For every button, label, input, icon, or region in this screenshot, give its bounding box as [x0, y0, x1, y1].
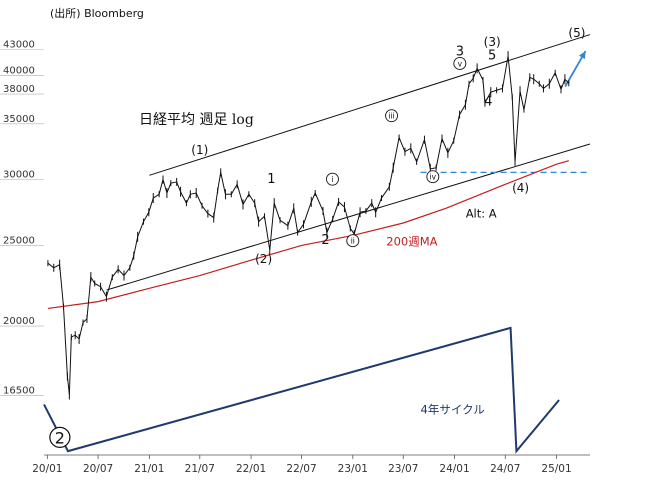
x-tick-label-24/07: 24/07	[490, 463, 520, 475]
cycle-start-label: 2	[55, 428, 65, 447]
y-tick-label-20000: 20000	[3, 316, 35, 327]
price-series	[47, 51, 570, 400]
wave-labels: (1) 1 i 2 ii (2) iii iv 3v (3)5 4 (4) (5) Alt: A 200週M…	[49, 26, 585, 448]
wave-label-7: iv	[430, 173, 437, 182]
wave-label-4: ii	[351, 237, 355, 246]
x-tick-label-21/01: 21/01	[134, 463, 164, 475]
wave-label-8: 3	[456, 44, 464, 59]
x-tick-label-20/01: 20/01	[32, 463, 62, 475]
y-tick-label-43000: 43000	[3, 39, 35, 50]
x-tick-label-21/07: 21/07	[185, 463, 215, 475]
x-tick-label-22/01: 22/01	[236, 463, 266, 475]
x-tick-label-23/07: 23/07	[388, 463, 418, 475]
trend-channel	[106, 34, 591, 291]
wave-label-2: i	[331, 175, 333, 184]
projection-arrow-head	[578, 51, 586, 60]
annotation-0: Alt: A	[466, 207, 497, 221]
wave-label-3: 2	[321, 233, 329, 248]
y-tick-label-38000: 38000	[3, 84, 35, 95]
y-tick-label-35000: 35000	[3, 114, 35, 125]
channel-upper-line	[149, 34, 591, 176]
wave-label-0: (1)	[191, 143, 208, 157]
four-year-cycle	[43, 326, 560, 454]
wave-label-10: (3)	[484, 35, 501, 49]
cycle-line	[43, 326, 560, 454]
wave-label-7-circle	[426, 170, 440, 184]
ma-200w-line	[47, 160, 569, 310]
chart-title: 日経平均 週足 log	[139, 112, 254, 128]
wave-label-4-circle	[346, 234, 360, 248]
wave-label-12: 4	[484, 95, 492, 110]
y-tick-label-40000: 40000	[3, 66, 35, 77]
y-tick-label-25000: 25000	[3, 235, 35, 246]
wave-label-6-circle	[385, 109, 399, 123]
y-tick-labels: 43000 40000 38000 35000 30000 25000 20000 16500	[3, 39, 35, 396]
x-tick-label-24/01: 24/01	[439, 463, 469, 475]
x-tick-label-20/07: 20/07	[83, 463, 113, 475]
axes	[44, 454, 590, 459]
y-tick-label-30000: 30000	[3, 170, 35, 181]
y-grid	[0, 49, 44, 396]
annotation-1: 200週MA	[386, 234, 437, 248]
wave-label-9-circle	[453, 57, 467, 70]
wave-label-14: (5)	[568, 26, 585, 40]
y-tick-label-16500: 16500	[3, 386, 35, 397]
wave-label-5: (2)	[255, 252, 272, 266]
x-tick-label-22/07: 22/07	[286, 463, 316, 475]
wave-label-13: (4)	[512, 181, 529, 195]
source-label: (出所) Bloomberg	[50, 6, 144, 20]
channel-lower-line	[106, 143, 591, 291]
x-tick-label-25/01: 25/01	[541, 463, 571, 475]
wave-label-6: iii	[388, 112, 394, 121]
wave-label-1: 1	[267, 172, 275, 187]
ma-200w	[47, 160, 569, 310]
annotation-2: 4年サイクル	[421, 403, 485, 417]
x-tick-labels: 20/01 20/07 21/01 21/07 22/01 22/07 23/01 23/07…	[32, 463, 571, 475]
wave-label-9: v	[458, 59, 463, 68]
wave-label-2-circle	[326, 172, 339, 186]
wave-label-11: 5	[488, 49, 496, 64]
x-tick-label-23/01: 23/01	[338, 463, 368, 475]
cycle-start-circle	[49, 426, 71, 448]
